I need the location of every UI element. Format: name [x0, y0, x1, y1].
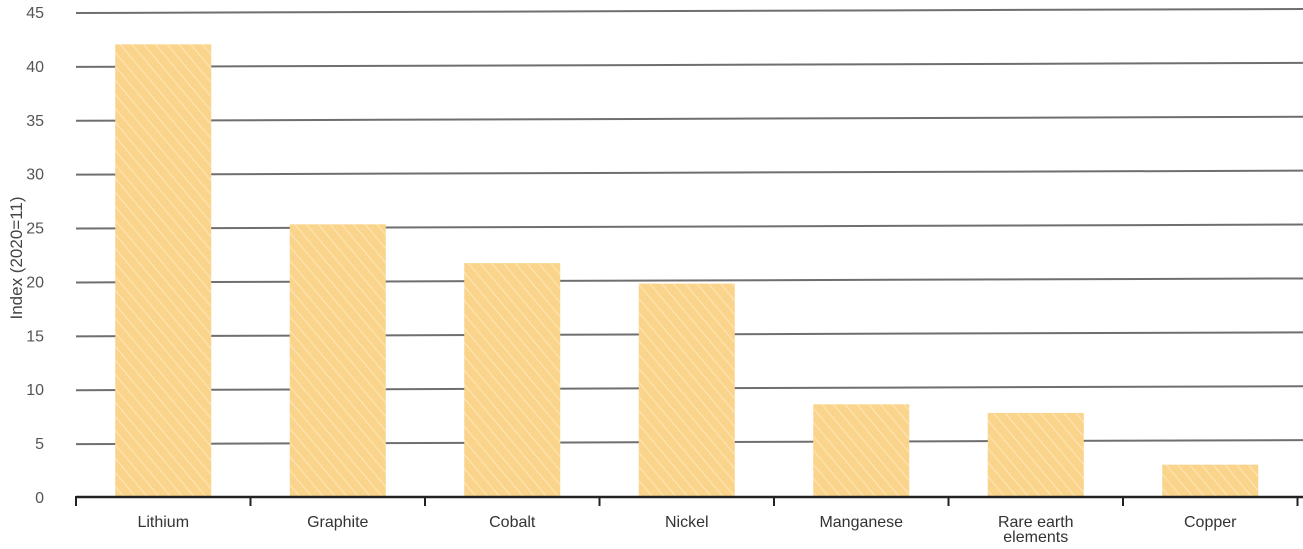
bar-hatch: [638, 283, 735, 497]
y-tick-label: 5: [35, 436, 44, 453]
bar: [638, 283, 735, 497]
x-category-label: Copper: [1184, 514, 1237, 531]
bar: [464, 263, 561, 497]
x-axis-labels: Lithium Graphite Cobalt Nickel Manganese Rare…: [137, 514, 1237, 546]
y-tick-label: 20: [26, 274, 44, 291]
x-category-label: elements: [1003, 529, 1068, 546]
x-category-label: Manganese: [819, 514, 903, 531]
bar: [289, 224, 386, 498]
gridline: [75, 8, 1303, 14]
y-tick-label: 35: [26, 113, 44, 130]
y-axis-ticks: 0 5 10 15 20 25 30 35 40 45: [26, 5, 44, 507]
bars: [115, 44, 1259, 498]
y-tick-label: 45: [26, 5, 44, 22]
gridline: [75, 115, 1303, 122]
x-category-label: Rare earth: [998, 514, 1074, 531]
gridline: [75, 223, 1303, 230]
y-tick-label: 25: [26, 221, 44, 238]
bar: [813, 404, 910, 497]
y-tick-label: 0: [35, 490, 44, 507]
bar: [115, 44, 212, 497]
y-tick-label: 10: [26, 382, 44, 399]
y-tick-label: 15: [26, 328, 44, 345]
gridline: [75, 61, 1303, 68]
bar: [987, 412, 1084, 497]
bar-hatch: [813, 404, 910, 497]
bar-hatch: [464, 263, 561, 497]
x-axis: [75, 495, 1303, 506]
gridline: [75, 169, 1303, 176]
x-category-label: Cobalt: [489, 514, 536, 531]
gridlines: [75, 8, 1303, 446]
y-tick-label: 30: [26, 167, 44, 184]
y-tick-label: 40: [26, 59, 44, 76]
y-axis-title: Index (2020=11): [7, 196, 26, 319]
bar-hatch: [289, 224, 386, 498]
x-category-label: Nickel: [665, 514, 709, 531]
bar-hatch: [987, 412, 1084, 497]
bar: [1162, 464, 1259, 497]
bar-hatch: [1162, 464, 1259, 497]
bar-hatch: [115, 44, 212, 497]
x-category-label: Lithium: [137, 514, 189, 531]
gridline: [75, 277, 1303, 284]
x-category-label: Graphite: [307, 514, 368, 531]
